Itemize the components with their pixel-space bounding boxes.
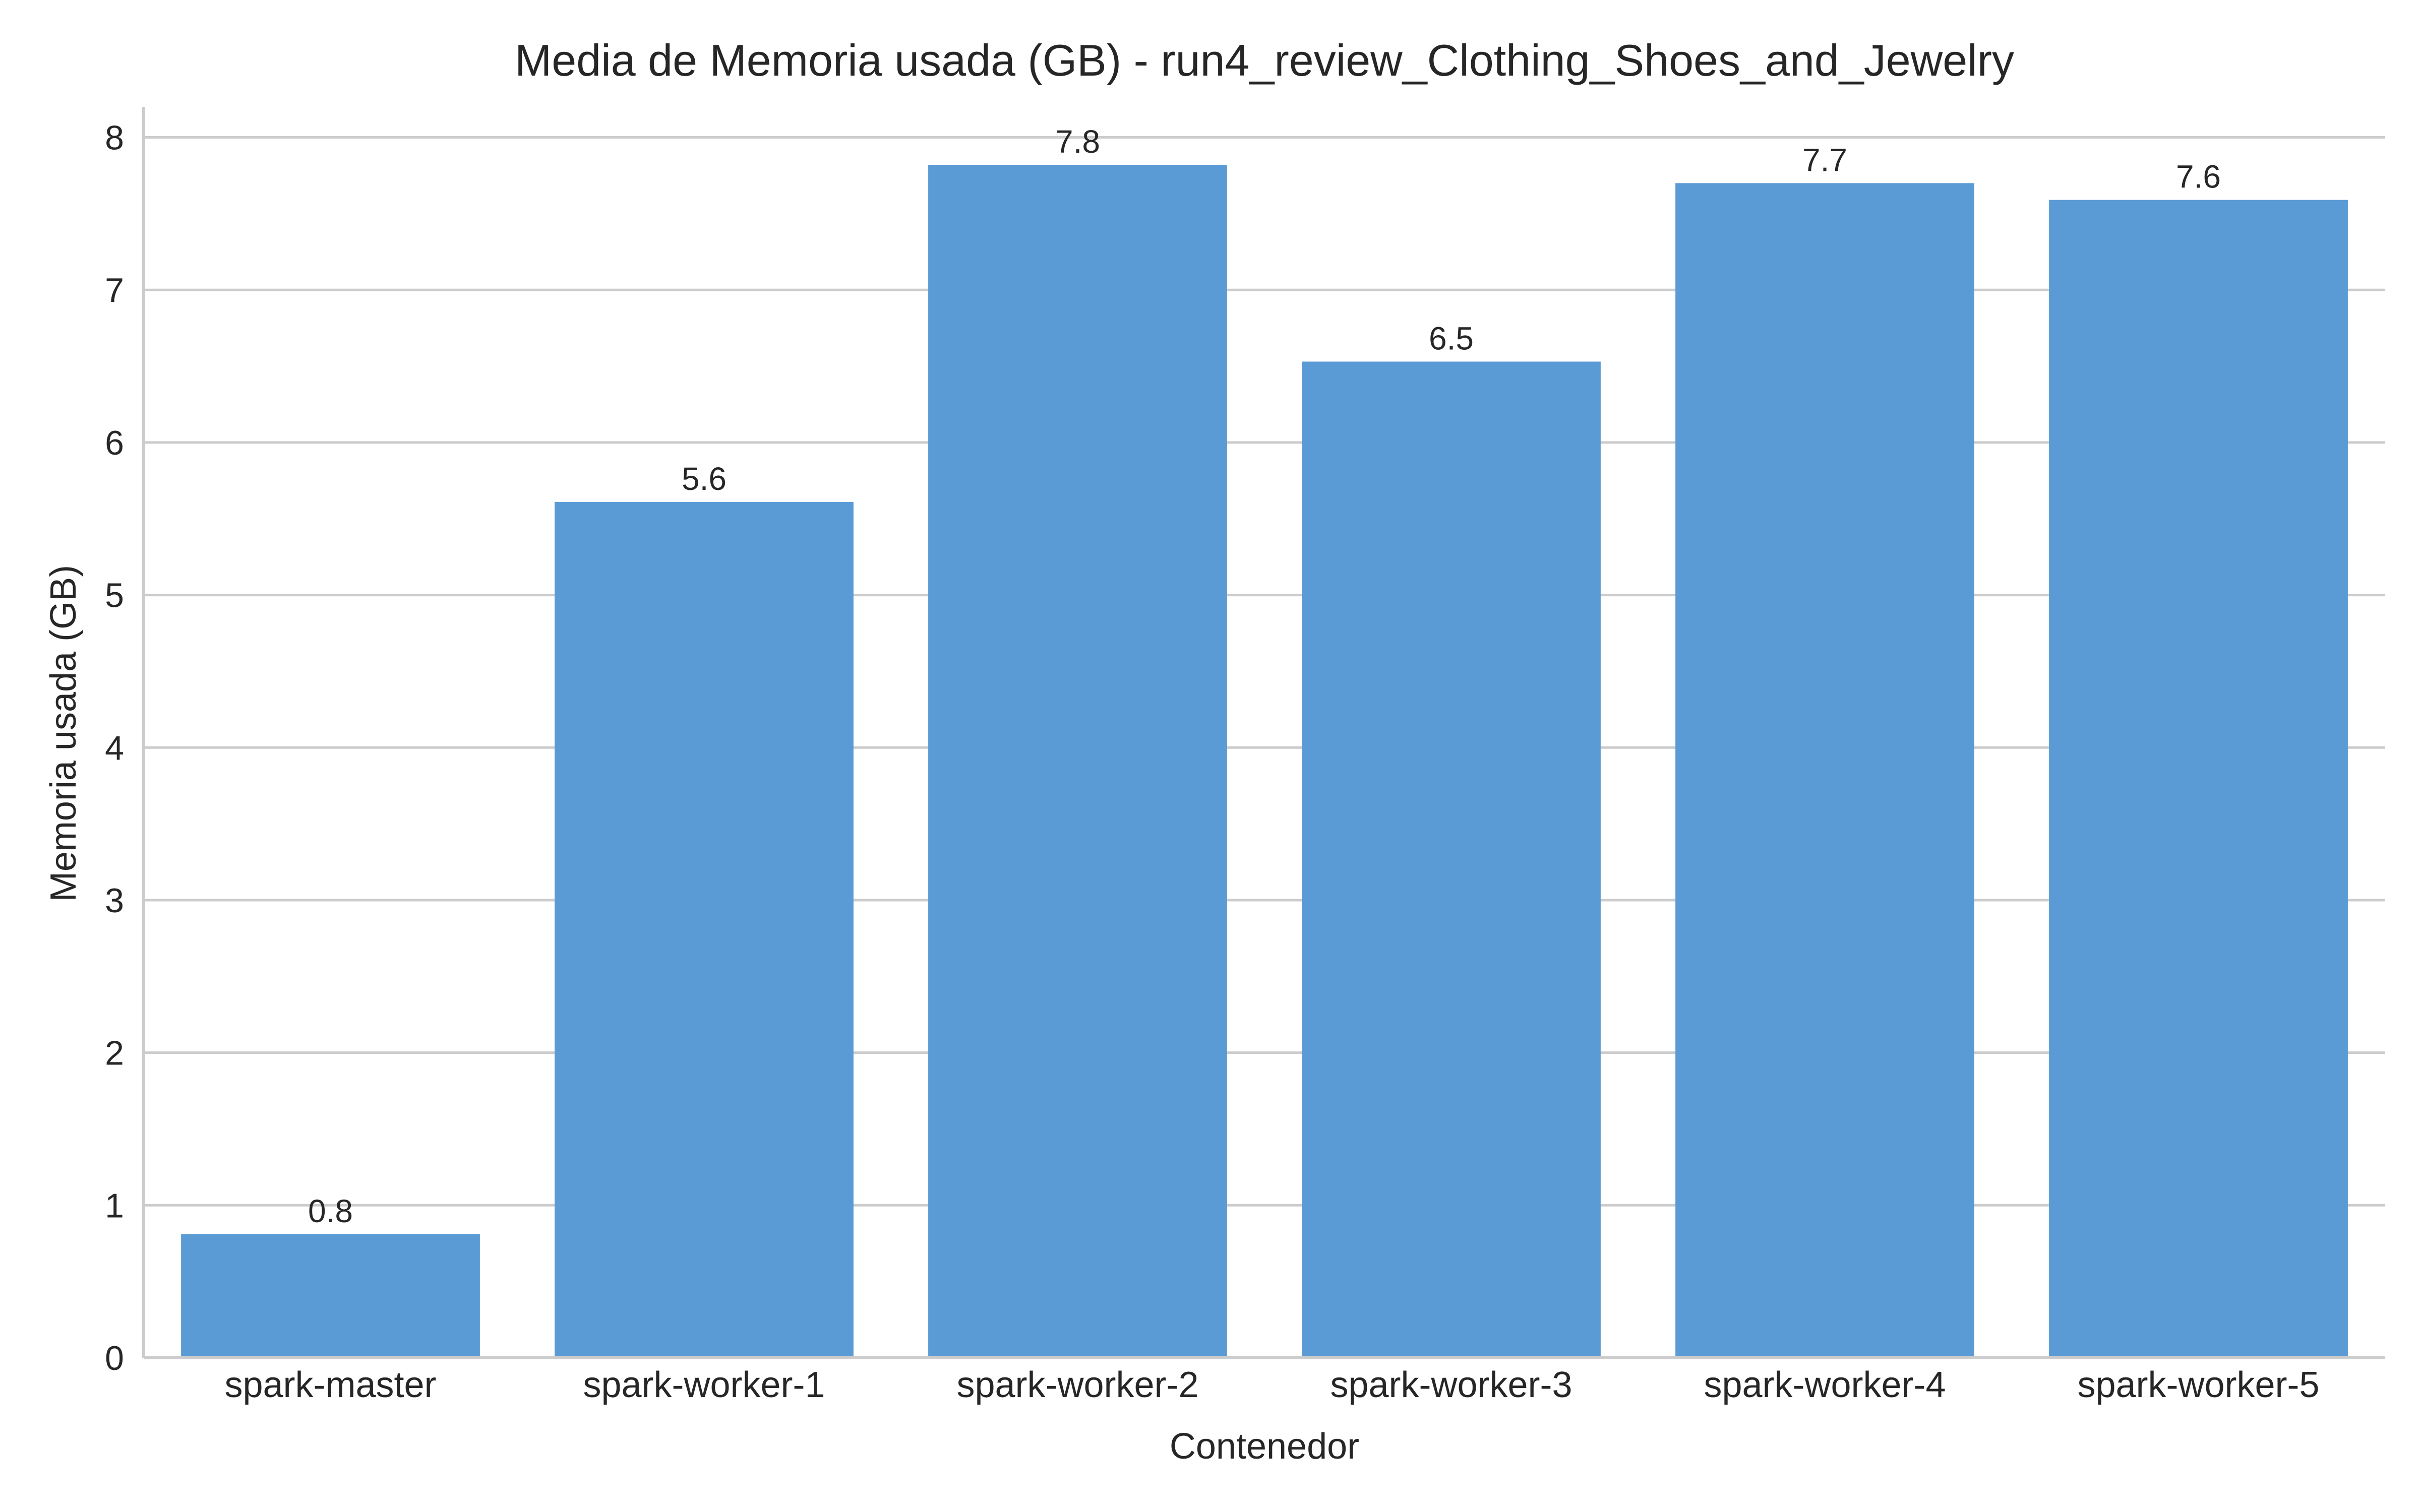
axes xyxy=(142,107,2385,1359)
bar xyxy=(1675,183,1974,1358)
bar xyxy=(181,1234,480,1358)
y-tick-label: 4 xyxy=(105,729,124,767)
data-labels: 0.8 5.6 7.8 6.5 7.7 7.6 xyxy=(308,123,2221,1229)
y-tick-labels: 0 1 2 3 4 5 6 7 8 xyxy=(105,119,124,1377)
chart-title: Media de Memoria usada (GB) - run4_revie… xyxy=(515,35,2014,85)
data-label: 7.8 xyxy=(1055,123,1100,160)
x-tick-label: spark-worker-2 xyxy=(956,1365,1198,1405)
y-tick-label: 2 xyxy=(105,1034,124,1073)
data-label: 5.6 xyxy=(682,461,727,497)
y-tick-label: 8 xyxy=(105,119,124,157)
gridlines xyxy=(144,136,2385,1207)
bar xyxy=(1302,361,1601,1358)
bar xyxy=(928,165,1227,1358)
x-tick-label: spark-worker-1 xyxy=(583,1365,825,1405)
y-tick-label: 7 xyxy=(105,271,124,309)
y-tick-label: 0 xyxy=(105,1339,124,1377)
data-label: 6.5 xyxy=(1429,320,1474,356)
y-tick-label: 1 xyxy=(105,1186,124,1225)
x-tick-label: spark-master xyxy=(224,1365,436,1405)
data-label: 0.8 xyxy=(308,1193,353,1229)
x-tick-label: spark-worker-3 xyxy=(1330,1365,1572,1405)
x-tick-labels: spark-master spark-worker-1 spark-worker-2… xyxy=(224,1365,2319,1405)
bars xyxy=(181,165,2348,1358)
y-tick-label: 3 xyxy=(105,881,124,920)
y-tick-label: 5 xyxy=(105,577,124,615)
y-axis-title: Memoria usada (GB) xyxy=(43,565,84,902)
x-tick-label: spark-worker-4 xyxy=(1704,1365,1946,1405)
data-label: 7.6 xyxy=(2176,159,2221,195)
bar xyxy=(555,501,854,1358)
x-axis-title: Contenedor xyxy=(1170,1426,1359,1467)
x-tick-label: spark-worker-5 xyxy=(2077,1365,2319,1405)
data-label: 7.7 xyxy=(1802,142,1847,178)
y-tick-label: 6 xyxy=(105,424,124,462)
bar xyxy=(2049,200,2348,1358)
